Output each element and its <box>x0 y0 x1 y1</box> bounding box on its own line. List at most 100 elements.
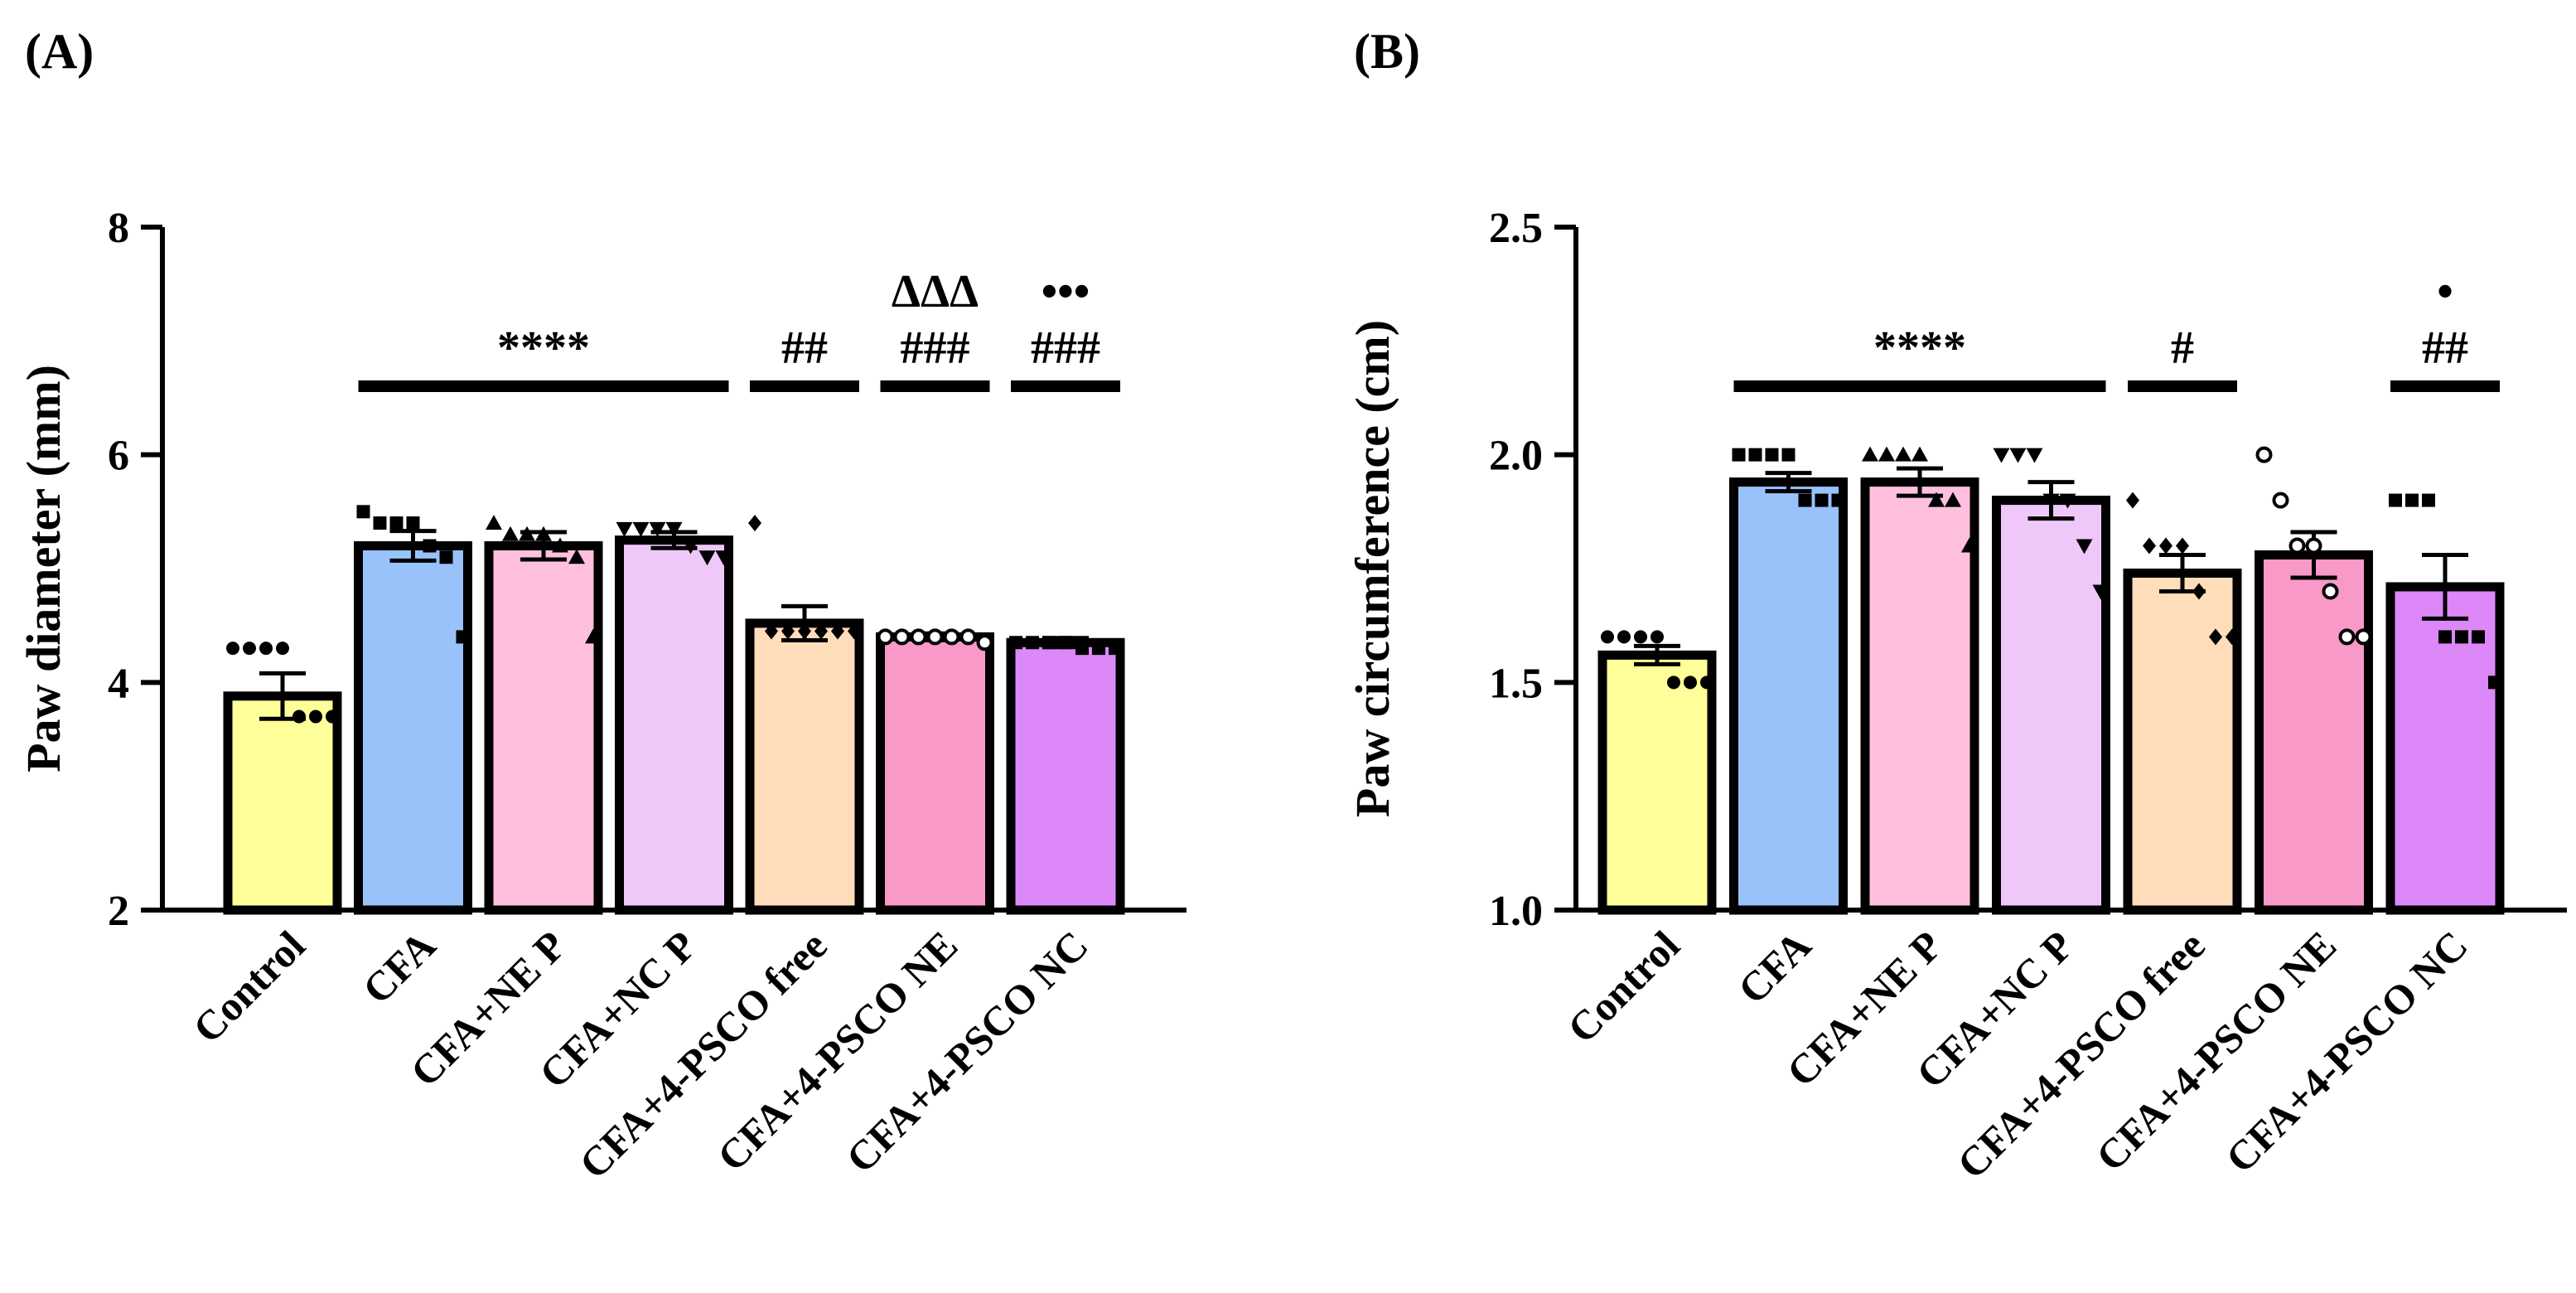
data-point-a-6-3 <box>910 628 927 646</box>
significance-label-b-3: ## <box>2422 322 2468 374</box>
data-point-b-4-2 <box>2009 448 2027 463</box>
y-tick-label-b-2: 1.5 <box>1489 660 1543 707</box>
data-point-b-7-2 <box>2405 493 2419 507</box>
bar-b-1 <box>1597 650 1717 915</box>
data-point-b-1-1 <box>1601 630 1614 644</box>
data-point-a-1-7 <box>326 709 339 724</box>
data-point-b-2-4 <box>1781 448 1795 462</box>
data-point-b-7-5 <box>2455 630 2468 644</box>
data-point-b-7-6 <box>2472 630 2485 644</box>
x-tick-label-a-5: CFA+4-PSCO free <box>570 922 836 1188</box>
bar-b-3 <box>1860 477 1979 915</box>
bar-a-2 <box>354 541 472 915</box>
error-bar-b-7 <box>2422 553 2468 621</box>
data-point-b-3-1 <box>1862 446 1878 462</box>
data-point-b-3-4 <box>1911 446 1928 462</box>
data-point-b-7-7 <box>2488 676 2501 690</box>
data-point-b-7-1 <box>2389 493 2402 507</box>
data-point-b-4-4 <box>2042 493 2060 509</box>
data-point-a-5-6 <box>831 622 844 640</box>
data-point-a-7-5 <box>1075 642 1089 656</box>
data-point-b-6-5 <box>2322 583 2339 600</box>
bar-b-5 <box>2123 568 2242 915</box>
data-point-b-4-3 <box>2026 448 2043 463</box>
data-point-b-3-3 <box>1895 446 1911 462</box>
significance-label-b-2: # <box>2171 322 2194 374</box>
y-tick-label-a-4: 8 <box>108 205 129 252</box>
x-tick-label-b-7: CFA+4-PSCO NC <box>2216 922 2476 1181</box>
data-point-a-2-7 <box>456 630 470 644</box>
data-point-a-1-4 <box>276 642 289 656</box>
data-point-b-6-4 <box>2305 537 2322 554</box>
data-point-a-6-7 <box>976 634 993 651</box>
data-point-b-1-2 <box>1617 630 1631 644</box>
significance-label-a-2: ## <box>781 322 828 374</box>
x-tick-label-b-6: CFA+4-PSCO NE <box>2087 922 2345 1179</box>
panel-a-label: (A) <box>25 24 94 79</box>
data-point-b-6-7 <box>2355 628 2372 646</box>
bar-a-4 <box>615 535 733 915</box>
significance-label-a-4: ### <box>1031 322 1100 374</box>
y-tick-label-b-4: 2.5 <box>1489 205 1543 252</box>
data-point-a-1-2 <box>243 642 256 656</box>
data-point-a-5-1 <box>748 515 761 532</box>
data-point-a-7-7 <box>1109 642 1122 656</box>
data-point-a-3-6 <box>568 549 585 564</box>
data-point-b-3-7 <box>1961 537 1978 553</box>
data-point-a-4-2 <box>632 521 650 537</box>
data-point-b-1-7 <box>1700 676 1713 690</box>
data-point-b-7-4 <box>2438 630 2452 644</box>
significance-label-b-1: **** <box>1873 322 1966 374</box>
data-point-a-3-4 <box>535 525 552 541</box>
data-point-a-1-1 <box>226 642 239 656</box>
data-point-b-5-7 <box>2226 628 2239 646</box>
data-point-a-1-6 <box>309 709 322 724</box>
data-point-b-2-2 <box>1748 448 1762 462</box>
bar-a-1 <box>223 691 342 915</box>
bar-a-5 <box>745 618 864 915</box>
bar-a-3 <box>484 541 603 915</box>
data-point-a-3-2 <box>502 525 519 541</box>
data-point-a-4-5 <box>682 539 699 554</box>
data-point-a-5-5 <box>814 622 828 640</box>
data-point-a-7-2 <box>1026 636 1039 650</box>
data-point-b-5-2 <box>2143 537 2156 554</box>
error-bar-b-1 <box>1634 643 1680 666</box>
data-point-a-2-1 <box>356 505 370 519</box>
data-point-b-3-6 <box>1945 492 1961 507</box>
error-bar-a-2 <box>389 529 437 563</box>
data-point-b-6-1 <box>2255 446 2273 463</box>
data-point-a-5-4 <box>798 622 811 640</box>
data-point-b-2-5 <box>1798 493 1812 507</box>
data-point-b-2-3 <box>1765 448 1779 462</box>
data-point-a-2-5 <box>423 539 437 553</box>
data-point-b-2-1 <box>1732 448 1746 462</box>
data-point-b-1-4 <box>1650 630 1664 644</box>
data-point-a-1-5 <box>292 709 306 724</box>
data-point-a-2-4 <box>406 516 420 530</box>
data-point-b-1-5 <box>1667 676 1680 690</box>
data-point-a-2-2 <box>373 516 387 530</box>
bar-b-2 <box>1729 477 1848 915</box>
data-point-b-3-2 <box>1878 446 1895 462</box>
x-tick-label-b-2: CFA <box>1729 922 1820 1013</box>
data-point-a-7-3 <box>1042 636 1056 650</box>
data-point-a-4-6 <box>698 550 716 566</box>
data-point-b-5-1 <box>2126 492 2139 509</box>
data-point-a-6-2 <box>893 628 911 646</box>
chart-panel-b: 1.0 1.5 2.0 2.5 Paw circumference (cm) Contro… <box>1346 205 2567 1188</box>
y-tick-label-b-1: 1.0 <box>1489 888 1543 935</box>
data-point-a-3-1 <box>486 515 502 530</box>
data-point-b-7-3 <box>2422 493 2435 507</box>
x-tick-label-a-6: CFA+4-PSCO NE <box>708 922 966 1179</box>
x-tick-label-b-5: CFA+4-PSCO free <box>1948 922 2214 1188</box>
data-point-a-3-5 <box>552 537 568 553</box>
data-point-a-7-6 <box>1092 642 1105 656</box>
data-point-a-6-1 <box>877 628 894 646</box>
significance-label2-a-3: ΔΔΔ <box>892 266 979 317</box>
x-tick-label-a-7: CFA+4-PSCO NC <box>837 922 1096 1181</box>
data-point-a-5-3 <box>781 622 795 640</box>
panel-b-label: (B) <box>1354 24 1420 79</box>
